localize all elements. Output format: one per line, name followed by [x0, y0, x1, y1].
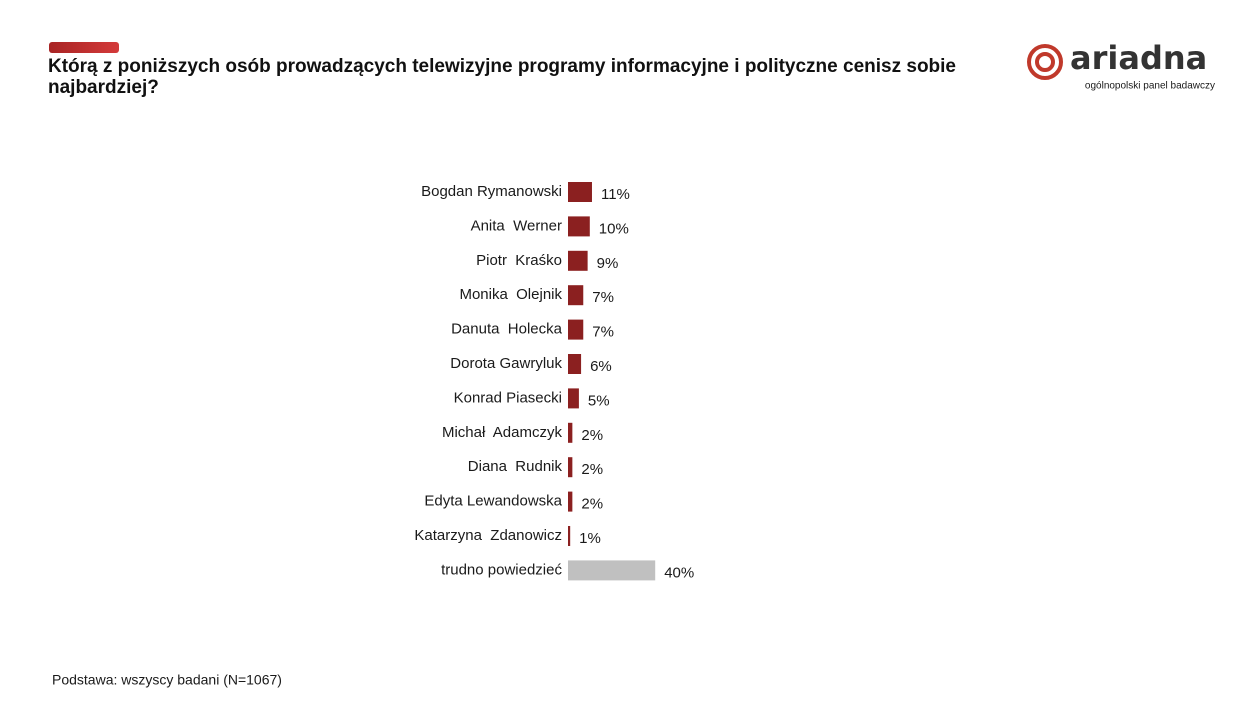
bar: [568, 354, 582, 374]
logo-name: ariadna: [1070, 39, 1207, 77]
bar: [568, 560, 656, 581]
category-label: Bogdan Rymanowski: [421, 183, 562, 200]
logo-icon-inner: [1035, 52, 1055, 72]
accent-bar: [49, 42, 119, 53]
category-label: Katarzyna Zdanowicz: [414, 527, 562, 544]
footnote: Podstawa: wszyscy badani (N=1067): [52, 672, 282, 688]
bar: [568, 526, 571, 546]
category-label: Monika Olejnik: [459, 286, 562, 303]
value-label: 11%: [601, 186, 630, 203]
value-label: 6%: [590, 358, 612, 375]
logo-tagline: ogólnopolski panel badawczy: [1085, 81, 1215, 92]
bar: [568, 216, 590, 237]
category-label: Dorota Gawryluk: [450, 355, 562, 372]
value-label: 40%: [664, 564, 694, 581]
value-label: 2%: [581, 461, 603, 478]
category-label: Michał Adamczyk: [442, 424, 563, 441]
bar: [568, 250, 588, 271]
value-label: 5%: [588, 392, 610, 409]
logo-icon: [1027, 44, 1063, 80]
value-label: 7%: [592, 324, 614, 341]
value-label: 2%: [581, 496, 603, 513]
category-label: Konrad Piasecki: [454, 389, 562, 406]
category-label: Piotr Kraśko: [476, 252, 562, 269]
value-label: 10%: [599, 220, 629, 237]
bar: [568, 388, 579, 409]
category-label: Diana Rudnik: [468, 458, 563, 475]
bar: [568, 285, 584, 306]
category-label: Danuta Holecka: [451, 321, 563, 338]
bar: [568, 319, 584, 340]
logo: ariadna ogólnopolski panel badawczy: [1027, 39, 1215, 92]
chart-title: Którą z poniższych osób prowadzących tel…: [48, 56, 957, 98]
category-label: Anita Werner: [471, 217, 562, 234]
value-label: 1%: [579, 530, 601, 547]
value-label: 7%: [592, 289, 614, 306]
bar: [568, 457, 573, 478]
category-label: Edyta Lewandowska: [424, 493, 562, 510]
title-box: Którą z poniższych osób prowadzących tel…: [48, 56, 957, 98]
bar: [568, 491, 573, 512]
category-label: trudno powiedzieć: [441, 561, 562, 578]
bar: [568, 422, 573, 443]
value-label: 2%: [581, 427, 603, 444]
bar: [568, 182, 592, 202]
value-label: 9%: [597, 255, 619, 272]
